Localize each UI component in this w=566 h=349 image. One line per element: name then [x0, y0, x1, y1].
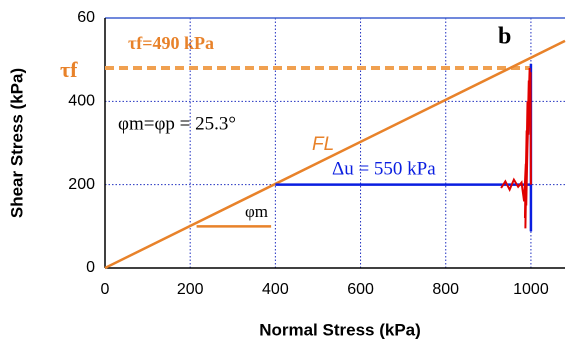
- x-tick-label: 600: [347, 281, 374, 298]
- y-tick-label: 60: [77, 9, 95, 26]
- x-axis-title: Normal Stress (kPa): [259, 320, 421, 339]
- annotation: τf=490 kPa: [128, 33, 214, 53]
- y-tick-label: 400: [68, 93, 95, 110]
- annotation: φm=φp = 25.3°: [118, 113, 236, 134]
- annotation: b: [498, 24, 511, 50]
- x-tick-label: 800: [432, 281, 459, 298]
- x-tick-label: 0: [101, 281, 110, 298]
- annotation: FL: [312, 134, 334, 155]
- series-line: [104, 39, 566, 270]
- y-tick-label: 200: [68, 176, 95, 193]
- y-tick-label: 0: [86, 259, 95, 276]
- series-line: [500, 67, 532, 229]
- x-tick-label: 400: [262, 281, 289, 298]
- annotation: τf: [60, 57, 78, 82]
- x-tick-label: 200: [177, 281, 204, 298]
- annotation: Δu = 550 kPa: [332, 158, 436, 179]
- annotation: φm: [245, 202, 268, 221]
- y-axis-title: Shear Stress (kPa): [7, 68, 26, 218]
- x-tick-label: 1000: [513, 281, 549, 298]
